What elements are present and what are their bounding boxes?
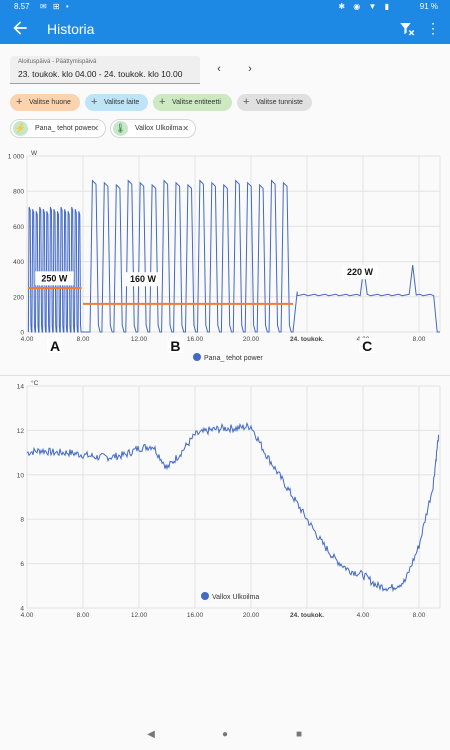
legend-marker xyxy=(193,353,201,361)
y-tick-label: 0 xyxy=(20,330,24,337)
x-tick-label: 16.00 xyxy=(187,612,204,619)
annotation-box xyxy=(125,272,161,287)
section-label: A xyxy=(50,338,60,354)
y-tick-label: 6 xyxy=(20,561,24,568)
annotation-box xyxy=(35,271,74,286)
history-content: Aloituspäivä - Päättymispäivä 23. toukok… xyxy=(0,44,450,724)
legend-marker xyxy=(201,592,209,600)
x-tick-label: 16.00 xyxy=(187,336,204,343)
y-tick-label: 14 xyxy=(17,384,25,391)
x-tick-label: 20.00 xyxy=(243,336,260,343)
status-time: 8.57 xyxy=(14,2,30,11)
selected-temp-label: Vallox Ulkoilma xyxy=(135,125,183,132)
x-tick-label: 20.00 xyxy=(243,612,260,619)
thermometer-icon: 🌡 xyxy=(113,121,128,136)
x-tick-label: 8.00 xyxy=(77,612,90,619)
notification-icons: ✉ ⊞ • xyxy=(40,2,71,11)
x-tick-label: 8.00 xyxy=(413,612,426,619)
x-tick-label: 4.00 xyxy=(21,336,34,343)
date-range-label: Aloituspäivä - Päättymispäivä xyxy=(18,59,97,65)
flash-icon: ⚡ xyxy=(13,121,28,136)
power-series-line xyxy=(27,179,440,333)
y-tick-label: 800 xyxy=(13,189,24,196)
chip-device-label: Valitse laite xyxy=(104,99,140,106)
x-tick-label: 24. toukok. xyxy=(290,336,324,343)
x-tick-label: 24. toukok. xyxy=(290,612,324,619)
battery-level: 91 % xyxy=(419,2,438,11)
annotation-label: 250 W xyxy=(41,273,68,283)
selected-chip-temp[interactable]: 🌡 Vallox Ulkoilma ✕ xyxy=(110,119,196,138)
y-tick-label: 12 xyxy=(17,428,25,435)
y-tick-label: 8 xyxy=(20,517,24,524)
temperature-chart: 4 6 8 10 12 14 4.00 8.00 12.00 16.00 20.00 24. touk… xyxy=(17,379,441,619)
plus-icon: + xyxy=(159,96,166,108)
legend-label: Pana_ tehot power xyxy=(204,355,263,362)
legend-label: Vallox Ulkoilma xyxy=(212,594,259,601)
status-bar: 8.57 ✉ ⊞ • ✱ ◉ ▼ ▮ 91 % xyxy=(0,0,450,14)
section-label: C xyxy=(362,338,372,354)
x-tick-label: 4.00 xyxy=(21,612,34,619)
y-unit-label: °C xyxy=(31,379,39,387)
filter-remove-icon[interactable] xyxy=(398,20,416,38)
y-tick-label: 200 xyxy=(13,294,24,301)
close-icon[interactable]: ✕ xyxy=(92,124,99,133)
plus-icon: + xyxy=(243,96,250,108)
y-tick-label: 400 xyxy=(13,259,24,266)
date-range-value: 23. toukok. klo 04.00 - 24. toukok. klo … xyxy=(18,69,183,79)
chip-entity-label: Valitse entiteetti xyxy=(172,99,221,106)
annotation-label: 160 W xyxy=(130,274,157,284)
y-tick-label: 4 xyxy=(20,606,24,613)
system-nav-bar: ◀ ● ■ xyxy=(0,724,450,750)
plus-icon: + xyxy=(91,96,98,108)
arrow-back-icon[interactable] xyxy=(10,18,30,38)
x-tick-label: 12.00 xyxy=(131,336,148,343)
next-period-button[interactable]: › xyxy=(248,63,252,75)
page-title: Historia xyxy=(47,21,95,37)
power-chart: 0 200 400 600 800 1 000 4.00 8.00 12.00 16.00 20.0… xyxy=(8,150,441,362)
nav-back-icon[interactable]: ◀ xyxy=(147,729,155,740)
chip-label-label: Valitse tunniste xyxy=(256,99,303,106)
nav-recents-icon[interactable]: ■ xyxy=(295,729,303,740)
y-tick-label: 1 000 xyxy=(8,154,25,161)
date-range-field[interactable]: Aloituspäivä - Päättymispäivä 23. toukok… xyxy=(10,56,200,84)
plus-icon: + xyxy=(16,96,23,108)
chip-entity[interactable]: + Valitse entiteetti xyxy=(153,94,232,111)
chip-room-label: Valitse huone xyxy=(29,99,71,106)
section-label-bg xyxy=(167,338,184,353)
section-label: B xyxy=(170,338,180,354)
system-icons: ✱ ◉ ▼ ▮ xyxy=(338,2,392,11)
annotation-box xyxy=(342,265,378,280)
temp-legend: Vallox Ulkoilma xyxy=(201,592,259,601)
x-tick-label: 4.00 xyxy=(357,612,370,619)
selected-chip-power[interactable]: ⚡ Pana_ tehot power ✕ xyxy=(10,119,106,138)
chart-divider xyxy=(0,375,450,376)
chip-device[interactable]: + Valitse laite xyxy=(85,94,148,111)
app-bar: Historia ⋮ xyxy=(0,14,450,44)
nav-home-icon[interactable]: ● xyxy=(221,729,229,740)
temperature-series-line xyxy=(26,421,440,593)
x-tick-label: 12.00 xyxy=(131,612,148,619)
prev-period-button[interactable]: ‹ xyxy=(217,63,221,75)
selected-power-label: Pana_ tehot power xyxy=(35,125,94,132)
more-vert-icon[interactable]: ⋮ xyxy=(426,20,440,36)
y-unit-label: W xyxy=(31,150,38,157)
close-icon[interactable]: ✕ xyxy=(182,124,189,133)
section-label-bg xyxy=(359,338,376,353)
chip-label[interactable]: + Valitse tunniste xyxy=(237,94,312,111)
y-tick-label: 600 xyxy=(13,224,24,231)
section-label-bg xyxy=(47,338,63,353)
chip-room[interactable]: + Valitse huone xyxy=(10,94,80,111)
x-tick-label: 8.00 xyxy=(77,336,90,343)
y-tick-label: 10 xyxy=(17,472,25,479)
x-tick-label: 8.00 xyxy=(413,336,426,343)
annotation-label: 220 W xyxy=(347,267,374,277)
